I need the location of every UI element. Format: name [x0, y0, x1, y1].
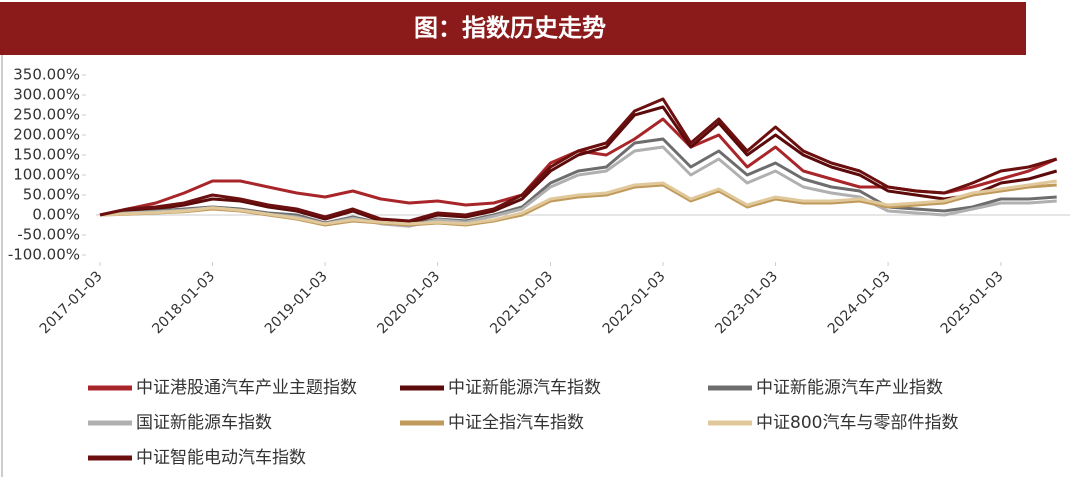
x-tick-label: 2021-01-03: [487, 268, 556, 337]
y-tick-label: 0.00%: [32, 206, 80, 224]
series-line: [99, 145, 1057, 228]
legend-label: 中证港股通汽车产业主题指数: [136, 378, 357, 398]
y-tick-label: -100.00%: [8, 246, 80, 264]
x-tick-label: 2017-01-03: [37, 268, 106, 337]
x-tick-label: 2018-01-03: [149, 268, 218, 337]
x-tick-label: 2025-01-03: [938, 268, 1007, 337]
chart-title: 图：指数历史走势: [414, 14, 606, 42]
title-banner: [0, 2, 1026, 55]
x-tick-label: 2022-01-03: [600, 268, 669, 337]
x-tick-label: 2023-01-03: [712, 268, 781, 337]
legend-label: 中证全指汽车指数: [448, 413, 584, 433]
y-tick-label: 100.00%: [13, 166, 80, 184]
legend-label: 国证新能源车指数: [136, 413, 272, 433]
series-line: [99, 97, 1058, 223]
y-tick-label: 50.00%: [23, 186, 80, 204]
y-tick-label: 200.00%: [13, 126, 80, 144]
y-tick-label: -50.00%: [17, 226, 80, 244]
legend-label: 中证800汽车与零部件指数: [756, 413, 958, 433]
y-tick-label: 300.00%: [13, 86, 80, 104]
y-tick-label: 250.00%: [13, 106, 80, 124]
legend-label: 中证新能源汽车产业指数: [756, 378, 943, 398]
x-tick-label: 2024-01-03: [825, 268, 894, 337]
y-tick-label: 150.00%: [13, 146, 80, 164]
series-line: [99, 179, 1057, 226]
series-line: [99, 105, 1058, 225]
y-tick-label: 350.00%: [13, 66, 80, 84]
x-tick-label: 2019-01-03: [262, 268, 331, 337]
x-tick-label: 2020-01-03: [374, 268, 443, 337]
legend-label: 中证智能电动汽车指数: [136, 448, 306, 468]
legend-label: 中证新能源汽车指数: [448, 378, 601, 398]
